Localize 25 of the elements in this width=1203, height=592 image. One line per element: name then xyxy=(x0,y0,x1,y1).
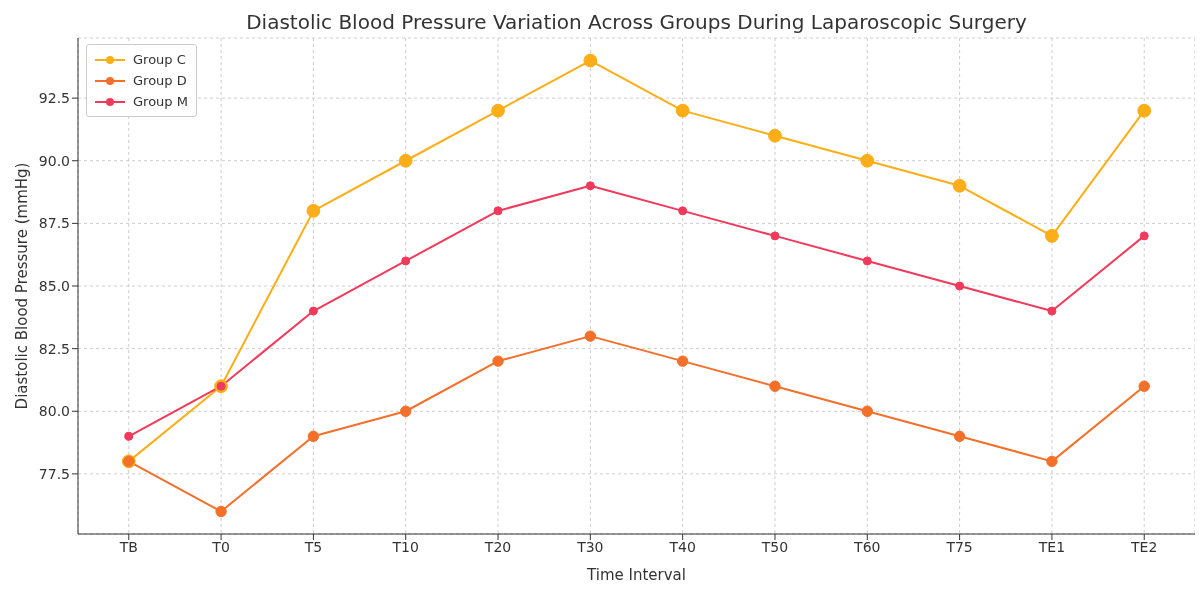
x-tick-label: TB xyxy=(118,538,138,555)
chart-title: Diastolic Blood Pressure Variation Across Groups During Laparoscopic Surgery xyxy=(245,10,1028,34)
y-tick-label: 77.5 xyxy=(38,465,70,482)
x-tick-label: T60 xyxy=(853,538,881,555)
x-tick-label: T30 xyxy=(576,538,604,555)
y-tick-label: 85.0 xyxy=(38,277,70,294)
x-tick-label: T40 xyxy=(668,538,696,555)
y-tick-label: 80.0 xyxy=(38,403,70,420)
x-axis-title: Time Interval xyxy=(586,566,686,584)
legend-label: Group C xyxy=(132,51,187,69)
x-tick-label: T20 xyxy=(483,538,512,555)
y-axis-title: Diastolic Blood Pressure (mmHg) xyxy=(13,162,32,410)
x-tick-label: T0 xyxy=(211,538,230,555)
legend-label: Group D xyxy=(132,72,188,90)
y-tick-label: 92.5 xyxy=(38,90,70,107)
y-tick-label: 90.0 xyxy=(38,152,70,169)
x-tick-label: T75 xyxy=(945,538,973,555)
y-tick-label: 82.5 xyxy=(38,340,70,357)
legend-label: Group M xyxy=(132,93,188,111)
x-tick-label: T50 xyxy=(760,538,789,555)
y-tick-label: 87.5 xyxy=(38,215,70,232)
x-tick-label: T5 xyxy=(303,538,323,555)
x-tick-label: T10 xyxy=(391,538,419,555)
x-tick-label: TE1 xyxy=(1037,538,1066,555)
x-tick-label: TE2 xyxy=(1130,538,1158,555)
